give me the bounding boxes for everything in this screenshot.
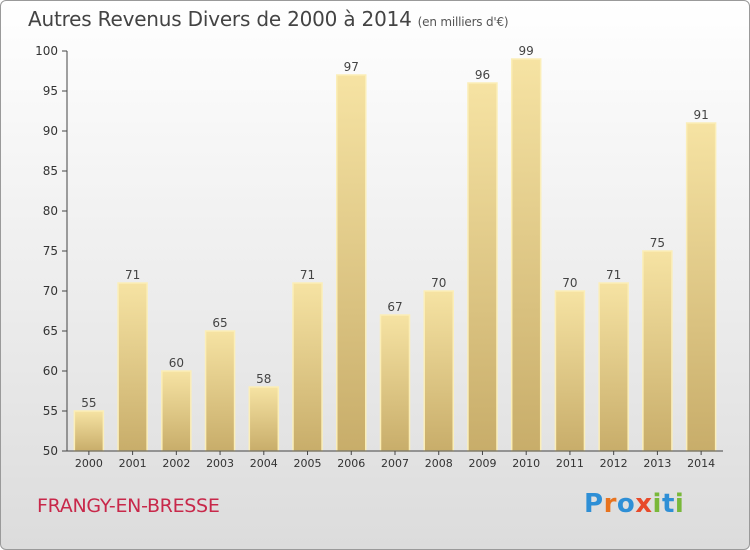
bar-value-label: 55 bbox=[81, 396, 96, 410]
bar-2014 bbox=[685, 122, 717, 452]
x-tick-label: 2009 bbox=[468, 457, 496, 470]
y-tick-label: 55 bbox=[43, 404, 58, 418]
x-tick-label: 2002 bbox=[162, 457, 190, 470]
bar-2011 bbox=[554, 290, 586, 452]
place-name: FRANGY-EN-BRESSE bbox=[37, 495, 220, 517]
bar-2009 bbox=[467, 82, 498, 452]
x-tick-label: 2008 bbox=[425, 457, 453, 470]
bar-2013 bbox=[642, 250, 673, 452]
bar-2000 bbox=[73, 410, 105, 452]
bar-value-label: 71 bbox=[300, 268, 315, 282]
y-tick-label: 85 bbox=[43, 164, 58, 178]
bar-2007 bbox=[379, 314, 411, 452]
bar-value-label: 58 bbox=[256, 372, 271, 386]
bars-group: 55 71 60 65 58 71 97 67 70 96 99 70 71 75 91 bbox=[73, 44, 717, 452]
y-tick-label: 75 bbox=[43, 244, 58, 258]
bar-2002 bbox=[161, 370, 192, 452]
logo-letter: i bbox=[674, 489, 685, 519]
y-tick-label: 95 bbox=[43, 84, 58, 98]
bar-value-label: 65 bbox=[212, 316, 227, 330]
x-tick-label: 2005 bbox=[294, 457, 322, 470]
logo-letter: P bbox=[584, 489, 604, 519]
bar-2001 bbox=[117, 282, 148, 452]
bar-value-label: 71 bbox=[125, 268, 140, 282]
bar-2012 bbox=[598, 282, 629, 452]
x-tick-label: 2006 bbox=[337, 457, 365, 470]
x-tick-label: 2007 bbox=[381, 457, 409, 470]
x-tick-label: 2010 bbox=[512, 457, 540, 470]
bar-2004 bbox=[248, 386, 280, 452]
bar-2006 bbox=[336, 74, 367, 452]
bar-value-label: 97 bbox=[344, 60, 359, 74]
x-tick-label: 2012 bbox=[600, 457, 628, 470]
bar-value-label: 91 bbox=[693, 108, 708, 122]
bar-value-label: 67 bbox=[387, 300, 402, 314]
proxiti-logo[interactable]: Proxiti bbox=[584, 489, 684, 519]
bar-value-label: 70 bbox=[562, 276, 577, 290]
bar-value-label: 96 bbox=[475, 68, 490, 82]
chart-title: Autres Revenus Divers de 2000 à 2014 (en … bbox=[28, 7, 509, 31]
y-tick-label: 50 bbox=[43, 444, 58, 458]
bar-value-label: 70 bbox=[431, 276, 446, 290]
chart-unit: (en milliers d'€) bbox=[417, 15, 509, 29]
logo-letter: t bbox=[661, 489, 675, 519]
bar-2008 bbox=[423, 290, 454, 452]
x-tick-label: 2011 bbox=[556, 457, 584, 470]
logo-letter: x bbox=[635, 489, 653, 519]
y-tick-label: 70 bbox=[43, 284, 58, 298]
x-tick-label: 2000 bbox=[75, 457, 103, 470]
x-tick-label: 2003 bbox=[206, 457, 234, 470]
x-tick-label: 2014 bbox=[687, 457, 715, 470]
y-tick-label: 60 bbox=[43, 364, 58, 378]
y-tick-label: 100 bbox=[35, 44, 58, 58]
x-tick-label: 2001 bbox=[119, 457, 147, 470]
logo-letter: r bbox=[603, 489, 617, 519]
y-tick-label: 80 bbox=[43, 204, 58, 218]
logo-letter: i bbox=[652, 489, 662, 519]
bar-2010 bbox=[510, 58, 542, 452]
x-tick-label: 2004 bbox=[250, 457, 278, 470]
chart-title-text: Autres Revenus Divers de 2000 à 2014 bbox=[28, 7, 412, 31]
axes-group: 2000 2001 2002 2003 2004 2005 2006 2007 2008 2009… bbox=[35, 44, 723, 470]
bar-value-label: 75 bbox=[650, 236, 665, 250]
bar-2005 bbox=[292, 282, 323, 452]
logo-letter: o bbox=[616, 489, 636, 519]
x-tick-label: 2013 bbox=[643, 457, 671, 470]
bar-value-label: 60 bbox=[169, 356, 184, 370]
bar-2003 bbox=[204, 330, 236, 452]
y-tick-label: 90 bbox=[43, 124, 58, 138]
y-tick-label: 65 bbox=[43, 324, 58, 338]
bar-value-label: 71 bbox=[606, 268, 621, 282]
bar-value-label: 99 bbox=[519, 44, 534, 58]
